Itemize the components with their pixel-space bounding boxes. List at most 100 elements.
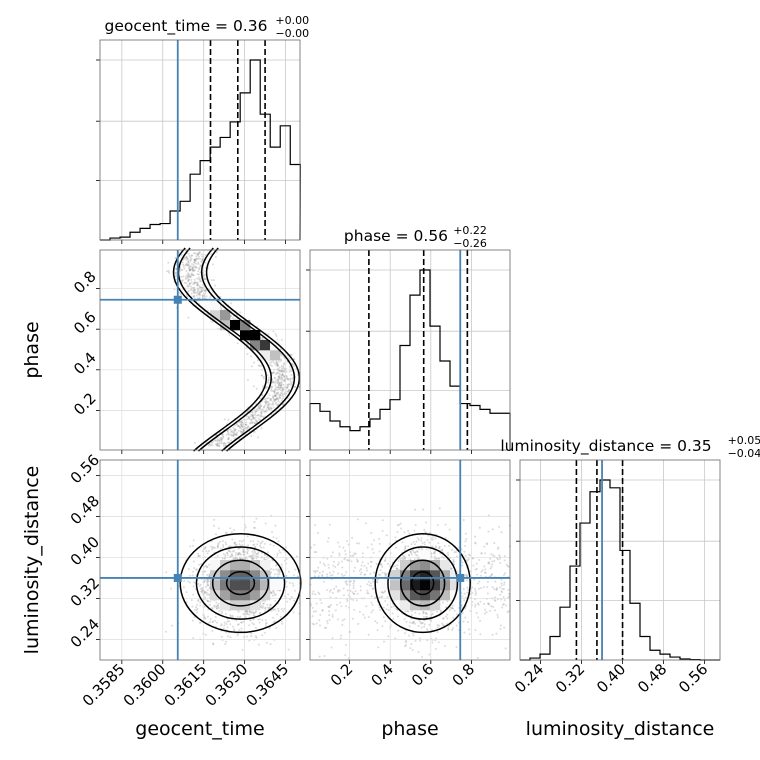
x-tick-label-phase: 0.6 [408, 660, 438, 690]
scatter-point [255, 553, 258, 556]
scatter-point [186, 264, 189, 267]
scatter-point [266, 397, 269, 400]
scatter-point [281, 388, 284, 391]
scatter-point [318, 655, 321, 658]
scatter-point [280, 382, 283, 385]
scatter-point [271, 385, 274, 388]
scatter-point [246, 549, 249, 552]
scatter-point [286, 390, 289, 393]
scatter-point [227, 432, 230, 435]
scatter-point [265, 408, 268, 411]
scatter-point [395, 567, 398, 570]
scatter-point [187, 273, 190, 276]
scatter-point [269, 643, 272, 646]
density-cell [230, 320, 241, 331]
scatter-point [446, 600, 449, 603]
scatter-point [370, 584, 373, 587]
scatter-point [185, 264, 188, 267]
panel-frame [309, 459, 511, 661]
scatter-point [278, 395, 281, 398]
scatter-point [273, 398, 276, 401]
scatter-point [211, 441, 214, 444]
scatter-point [425, 615, 428, 618]
scatter-point [223, 418, 226, 421]
scatter-point [450, 548, 453, 551]
scatter-point [254, 551, 257, 554]
scatter-point [386, 603, 389, 606]
scatter-point [275, 386, 278, 389]
scatter-point [385, 534, 388, 537]
scatter-point [204, 261, 207, 264]
scatter-point [196, 599, 199, 602]
scatter-point [254, 420, 257, 423]
scatter-point [274, 398, 277, 401]
scatter-point [236, 552, 239, 555]
scatter-point [451, 604, 454, 607]
scatter-point [230, 430, 233, 433]
scatter-point [220, 438, 223, 441]
scatter-point [370, 560, 373, 563]
scatter-point [503, 599, 506, 602]
scatter-point [259, 406, 262, 409]
scatter-point [314, 593, 317, 596]
scatter-point [274, 524, 277, 527]
scatter-point [285, 386, 288, 389]
scatter-point [188, 275, 191, 278]
scatter-point [197, 582, 200, 585]
x-tick-label-geocent_time: 0.3645 [243, 660, 293, 710]
scatter-point [237, 425, 240, 428]
scatter-point [438, 507, 441, 510]
scatter-point [455, 555, 458, 558]
scatter-point [286, 385, 289, 388]
scatter-point [343, 618, 346, 621]
scatter-point [218, 444, 221, 447]
scatter-point [487, 602, 490, 605]
y-tick-label-phase: 0.4 [70, 349, 100, 379]
scatter-point [234, 554, 237, 557]
scatter-point [213, 605, 216, 608]
scatter-point [191, 254, 194, 257]
scatter-point [197, 273, 200, 276]
scatter-point [421, 655, 424, 658]
scatter-point [231, 538, 234, 541]
scatter-point [475, 612, 478, 615]
scatter-point [188, 266, 191, 269]
histogram-geocent_time [100, 59, 301, 241]
density-cell [240, 580, 251, 591]
scatter-point [204, 546, 207, 549]
x-tick-label-geocent_time: 0.3600 [120, 660, 170, 710]
scatter-point [495, 588, 498, 591]
scatter-point [336, 618, 339, 621]
scatter-point [423, 625, 426, 628]
scatter-point [215, 604, 218, 607]
scatter-point [407, 545, 410, 548]
scatter-point [271, 559, 274, 562]
scatter-point [216, 554, 219, 557]
scatter-point [246, 343, 249, 346]
scatter-point [281, 393, 284, 396]
scatter-point [197, 255, 200, 258]
scatter-point [237, 547, 240, 550]
scatter-point [503, 583, 506, 586]
scatter-point [240, 621, 243, 624]
scatter-point [351, 555, 354, 558]
scatter-point [375, 581, 378, 584]
scatter-point [193, 282, 196, 285]
scatter-point [189, 256, 192, 259]
scatter-point [187, 261, 190, 264]
scatter-point [326, 557, 329, 560]
scatter-point [382, 606, 385, 609]
scatter-point [272, 608, 275, 611]
scatter-point [267, 376, 270, 379]
scatter-point [212, 440, 215, 443]
scatter-point [241, 540, 244, 543]
scatter-point [359, 589, 362, 592]
scatter-point [490, 553, 493, 556]
scatter-point [326, 622, 329, 625]
scatter-point [222, 553, 225, 556]
scatter-point [227, 433, 230, 436]
scatter-point [479, 633, 482, 636]
scatter-point [226, 626, 229, 629]
scatter-point [423, 541, 426, 544]
scatter-point [282, 370, 285, 373]
